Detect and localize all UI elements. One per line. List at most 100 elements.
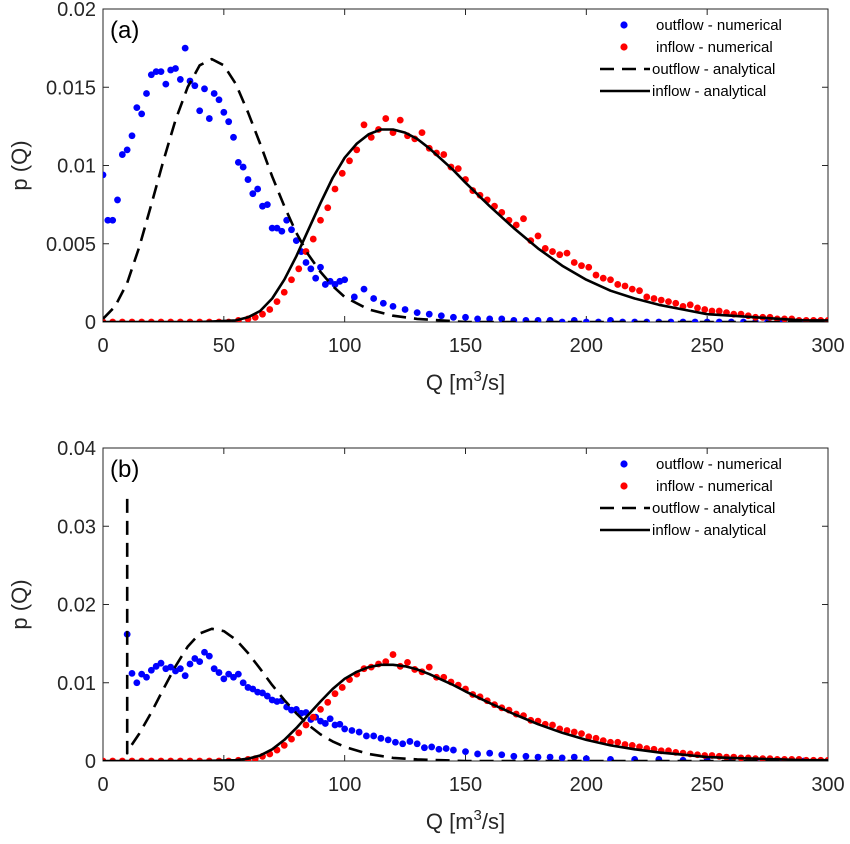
point-inflow-numerical [404, 659, 411, 666]
point-inflow-numerical [628, 285, 636, 293]
point-outflow-numerical [181, 44, 189, 52]
point-outflow-numerical [462, 748, 469, 756]
y-tick-label: 0.01 [57, 156, 96, 178]
point-outflow-numerical [176, 665, 184, 673]
point-outflow-numerical [191, 82, 199, 90]
x-tick-label: 0 [97, 774, 108, 796]
legend-marker-outflow-numerical [620, 460, 628, 468]
point-outflow-numerical [230, 133, 237, 141]
x-tick-label: 250 [690, 774, 723, 796]
point-outflow-numerical [104, 216, 112, 224]
point-outflow-numerical [582, 318, 590, 322]
point-outflow-numerical [389, 302, 397, 310]
point-outflow-numerical [230, 673, 237, 681]
legend: outflow - numerical inflow - numerical out… [600, 17, 782, 100]
point-outflow-numerical [437, 312, 445, 320]
point-outflow-numerical [363, 732, 370, 740]
point-outflow-numerical [421, 744, 428, 752]
point-inflow-numerical [672, 299, 680, 307]
point-outflow-numerical [186, 660, 194, 668]
point-outflow-numerical [288, 226, 295, 234]
point-outflow-numerical [210, 90, 218, 97]
point-outflow-numerical [259, 689, 266, 697]
point-outflow-numerical [254, 185, 262, 193]
panel-tag: (b) [110, 456, 139, 483]
y-tick-label: 0.02 [57, 595, 96, 617]
x-tick-label: 100 [328, 335, 361, 357]
legend-entry: outflow - numerical [656, 17, 782, 34]
point-inflow-numerical [621, 282, 629, 290]
point-outflow-numerical [582, 755, 590, 761]
point-outflow-numerical [210, 665, 218, 673]
y-tick-label: 0.02 [57, 0, 96, 21]
point-outflow-numerical [283, 216, 291, 224]
point-outflow-numerical [201, 648, 208, 656]
x-tick-label: 200 [570, 335, 603, 357]
point-inflow-numerical [549, 248, 556, 255]
point-inflow-numerical [338, 684, 346, 691]
point-outflow-numerical [239, 163, 247, 171]
point-outflow-numerical [225, 670, 233, 678]
line-outflow-analytical [103, 57, 828, 322]
y-tick-label: 0.04 [57, 438, 96, 460]
x-tick-label: 0 [97, 335, 108, 357]
point-inflow-numerical [563, 727, 571, 734]
point-inflow-numerical [295, 265, 303, 273]
point-outflow-numerical [498, 751, 506, 759]
line-inflow-analytical [103, 128, 828, 322]
point-outflow-numerical [435, 745, 443, 753]
y-tick-label: 0.03 [57, 516, 96, 538]
point-inflow-numerical [309, 235, 317, 243]
point-outflow-numerical [147, 71, 155, 79]
point-inflow-numerical [367, 133, 375, 141]
point-inflow-numerical [266, 306, 274, 313]
point-outflow-numerical [691, 318, 699, 322]
point-outflow-numerical [355, 728, 363, 736]
point-outflow-numerical [546, 753, 554, 761]
point-outflow-numerical [263, 201, 271, 209]
point-outflow-numerical [220, 108, 228, 116]
point-inflow-numerical [425, 663, 433, 671]
legend-marker-inflow-numerical [620, 482, 628, 490]
point-outflow-numerical [138, 110, 146, 118]
x-tick-label: 50 [213, 774, 235, 796]
point-outflow-numerical [292, 237, 300, 245]
point-inflow-numerical [360, 121, 368, 129]
point-outflow-numerical [244, 176, 252, 183]
point-outflow-numerical [474, 315, 481, 322]
y-tick-label: 0.005 [46, 234, 96, 256]
point-outflow-numerical [522, 317, 530, 322]
point-inflow-numerical [628, 741, 636, 749]
point-inflow-numerical [331, 690, 339, 698]
point-outflow-numerical [172, 65, 179, 72]
point-outflow-numerical [715, 318, 723, 322]
point-inflow-numerical [389, 651, 397, 658]
x-tick-label: 300 [811, 774, 844, 796]
point-outflow-numerical [273, 224, 281, 232]
point-outflow-numerical [191, 655, 199, 662]
point-outflow-numerical [205, 115, 213, 122]
point-outflow-numerical [399, 740, 407, 748]
point-inflow-numerical [288, 276, 295, 284]
point-outflow-numerical [312, 274, 320, 282]
point-outflow-numerical [143, 90, 150, 97]
point-outflow-numerical [118, 151, 126, 158]
point-inflow-numerical [396, 116, 404, 124]
point-inflow-numerical [636, 287, 643, 295]
point-inflow-numerical [563, 249, 571, 257]
panel-tag: (a) [110, 17, 139, 44]
point-outflow-numerical [133, 104, 141, 111]
point-outflow-numerical [498, 315, 506, 322]
point-outflow-numerical [474, 750, 481, 758]
point-outflow-numerical [631, 756, 639, 761]
point-outflow-numerical [377, 734, 385, 742]
point-outflow-numerical [336, 720, 344, 728]
point-outflow-numerical [128, 132, 136, 140]
point-inflow-numerical [338, 169, 346, 177]
point-inflow-numerical [686, 301, 694, 309]
y-tick-label: 0.015 [46, 77, 96, 99]
x-tick-label: 150 [449, 774, 482, 796]
plot-area [103, 498, 828, 761]
legend-marker-outflow-numerical [620, 21, 628, 29]
